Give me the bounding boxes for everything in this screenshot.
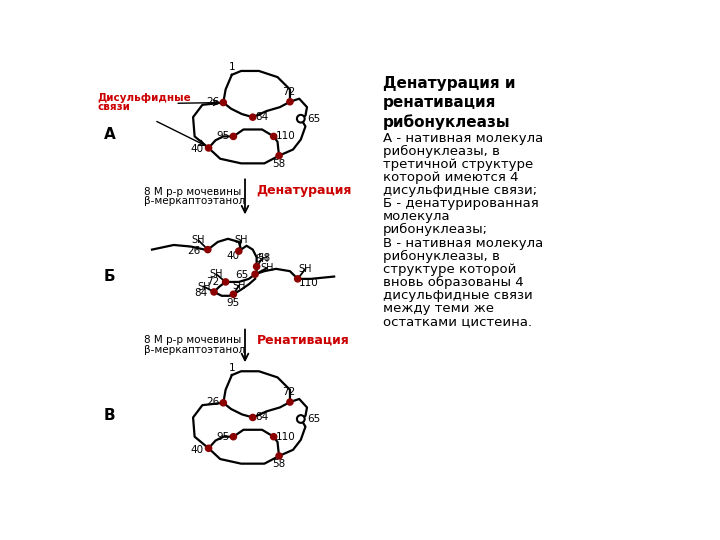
Text: связи: связи [98,102,130,112]
Text: 58: 58 [272,459,286,469]
Text: остатками цистеина.: остатками цистеина. [383,315,532,328]
Circle shape [276,453,282,459]
Circle shape [271,434,276,440]
Text: 110: 110 [276,431,296,442]
Text: между теми же: между теми же [383,302,494,315]
Text: 65: 65 [307,114,320,124]
Text: молекула: молекула [383,211,451,224]
Text: 26: 26 [206,97,220,107]
Text: 1: 1 [228,63,235,72]
Text: 58: 58 [258,253,271,264]
Text: 84: 84 [194,288,208,299]
Text: 40: 40 [191,145,204,154]
Text: В: В [104,408,115,423]
Text: 72: 72 [206,277,220,287]
Text: которой имеются 4: которой имеются 4 [383,171,518,184]
Text: 72: 72 [282,387,296,397]
Text: 84: 84 [255,112,269,122]
Text: дисульфидные связи;: дисульфидные связи; [383,184,537,197]
Text: третичной структуре: третичной структуре [383,158,534,171]
Circle shape [252,271,258,278]
Text: β-меркаптоэтанол: β-меркаптоэтанол [144,345,246,355]
Text: 84: 84 [255,413,269,422]
Circle shape [230,133,236,139]
Text: 95: 95 [216,131,230,141]
Text: дисульфидные связи: дисульфидные связи [383,289,533,302]
Circle shape [220,400,226,406]
Text: 26: 26 [206,397,220,407]
Text: SH: SH [256,254,269,264]
Text: 40: 40 [227,251,240,261]
Text: 65: 65 [307,414,320,424]
Circle shape [222,279,229,285]
Text: рибонуклеазы, в: рибонуклеазы, в [383,249,500,262]
Circle shape [205,445,212,451]
Text: 40: 40 [191,445,204,455]
Circle shape [211,289,217,295]
Circle shape [230,291,236,298]
Circle shape [230,434,236,440]
Text: SH: SH [260,263,274,273]
Text: вновь образованы 4: вновь образованы 4 [383,276,523,289]
Text: рибонуклеазы;: рибонуклеазы; [383,224,488,237]
Circle shape [297,115,305,123]
Text: SH: SH [232,281,246,291]
Text: 110: 110 [276,131,296,141]
Text: Дисульфидные: Дисульфидные [98,93,192,103]
Text: β-меркаптоэтанол: β-меркаптоэтанол [144,196,246,206]
Text: SH: SH [210,269,223,279]
Circle shape [250,114,256,120]
Circle shape [287,399,293,405]
Circle shape [287,99,293,105]
Text: 72: 72 [282,87,296,97]
Circle shape [297,415,305,423]
Circle shape [204,247,211,253]
Text: А: А [104,126,115,141]
Text: SH: SH [299,264,312,274]
Text: Ренативация: Ренативация [256,334,349,347]
Circle shape [294,276,301,282]
Text: А - нативная молекула: А - нативная молекула [383,132,543,145]
Text: структуре которой: структуре которой [383,262,516,276]
Text: Денатурация и
ренативация
рибонуклеазы: Денатурация и ренативация рибонуклеазы [383,76,516,130]
Text: SH: SH [192,235,205,245]
Circle shape [250,414,256,421]
Text: 58: 58 [272,159,286,168]
Text: SH: SH [197,281,211,292]
Text: Денатурация: Денатурация [256,184,352,197]
Text: SH: SH [235,235,248,245]
Text: 1: 1 [228,363,235,373]
Text: 65: 65 [235,270,249,280]
Circle shape [235,248,242,254]
Text: 95: 95 [216,431,230,442]
Circle shape [205,145,212,151]
Text: 8 М р-р мочевины: 8 М р-р мочевины [144,187,241,197]
Text: Б - денатурированная: Б - денатурированная [383,197,539,210]
Text: 26: 26 [188,246,201,256]
Text: рибонуклеазы, в: рибонуклеазы, в [383,145,500,158]
Circle shape [253,264,260,269]
Circle shape [220,99,226,106]
Text: В - нативная молекула: В - нативная молекула [383,237,543,249]
Circle shape [276,153,282,159]
Text: 8 М р-р мочевины: 8 М р-р мочевины [144,335,241,346]
Text: Б: Б [104,269,115,284]
Text: 110: 110 [300,278,319,288]
Text: 95: 95 [227,298,240,308]
Circle shape [271,133,276,139]
